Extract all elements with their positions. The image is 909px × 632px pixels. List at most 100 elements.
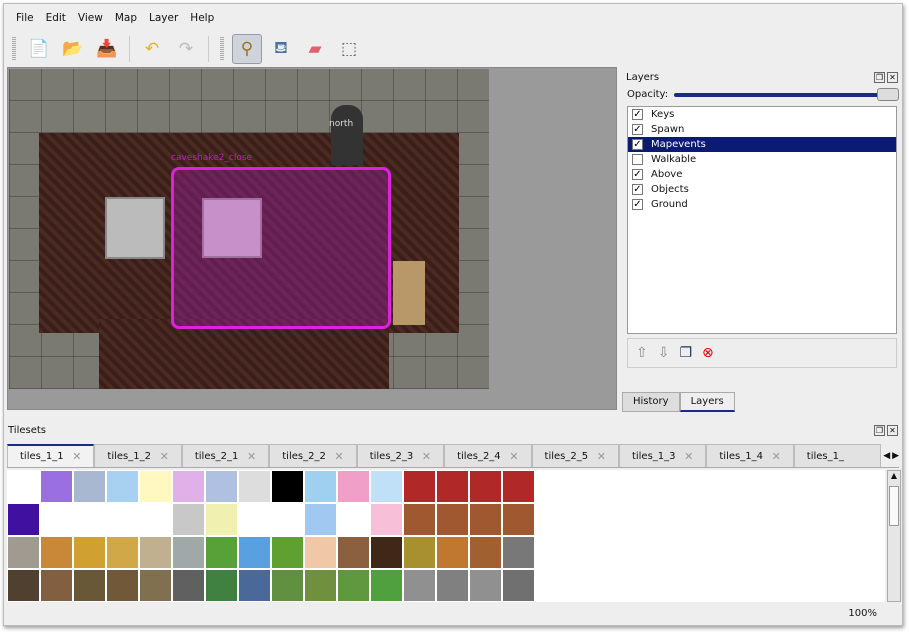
selected-object[interactable] [171,167,391,329]
tile[interactable] [304,503,337,536]
tileset-tab[interactable]: tiles_1_3 ✕ [618,444,707,467]
tile[interactable] [502,569,535,602]
tile[interactable] [139,569,172,602]
float-icon[interactable]: ❐ [874,424,885,436]
tile[interactable] [205,569,238,602]
tileset-view[interactable] [7,470,885,602]
tile[interactable] [7,470,40,503]
tileset-tab[interactable]: tiles_2_4 ✕ [444,444,532,467]
tile[interactable] [139,470,172,503]
tile[interactable] [502,470,535,503]
tile[interactable] [238,536,271,569]
menu-file[interactable]: File [16,12,34,24]
visibility-checkbox[interactable]: ✓ [632,199,643,210]
visibility-checkbox[interactable]: ✓ [632,139,643,150]
tile[interactable] [73,503,106,536]
tile[interactable] [502,536,535,569]
tile[interactable] [370,536,403,569]
close-tab-icon[interactable]: ✕ [159,449,169,463]
visibility-checkbox[interactable]: ✓ [632,169,643,180]
tileset-tab[interactable]: tiles_2_3 ✕ [356,444,445,467]
layer-row[interactable]: ✓ Objects [628,182,896,197]
tile[interactable] [271,536,304,569]
layer-row[interactable]: ✓ Keys [628,107,896,122]
tile[interactable] [106,503,139,536]
move-layer-up-icon[interactable]: ⇧ [636,345,648,361]
close-tab-icon[interactable]: ✕ [509,449,519,463]
tile[interactable] [172,470,205,503]
tile[interactable] [172,536,205,569]
bucket-fill-button[interactable]: ⛾ [266,34,296,64]
stamp-brush-button[interactable]: ⚲ [232,34,262,64]
tileset-tab[interactable]: tiles_2_2 ✕ [269,444,357,467]
toolbar-grip[interactable] [12,37,16,61]
eraser-button[interactable]: ▰ [300,34,330,64]
tile[interactable] [106,536,139,569]
toolbar-grip[interactable] [220,37,224,61]
tile[interactable] [271,470,304,503]
layer-row[interactable]: ✓ Mapevents [628,137,896,152]
tab-history[interactable]: History [622,392,680,412]
tileset-tab[interactable]: tiles_1_ [793,444,882,467]
tile[interactable] [238,569,271,602]
scroll-right-icon[interactable]: ▶ [892,450,900,461]
tile[interactable] [73,470,106,503]
close-tab-icon[interactable]: ✕ [771,449,781,463]
tile[interactable] [337,470,370,503]
tile[interactable] [403,536,436,569]
tile[interactable] [469,470,502,503]
move-layer-down-icon[interactable]: ⇩ [657,345,670,361]
tile[interactable] [238,503,271,536]
close-tab-icon[interactable]: ✕ [421,449,432,463]
tile[interactable] [337,569,370,602]
rect-select-button[interactable]: ⬚ [334,34,364,64]
layer-row[interactable]: Walkable [628,152,896,167]
tile[interactable] [271,503,304,536]
tileset-tab[interactable]: tiles_1_4 ✕ [706,444,794,467]
menu-view[interactable]: View [77,12,103,24]
tile[interactable] [73,536,106,569]
tile[interactable] [304,536,337,569]
tile[interactable] [172,569,205,602]
tile[interactable] [304,470,337,503]
save-button[interactable]: 📥 [92,34,122,64]
tile[interactable] [7,503,40,536]
tile[interactable] [337,503,370,536]
tile[interactable] [106,569,139,602]
tile[interactable] [436,536,469,569]
tile[interactable] [337,536,370,569]
tile[interactable] [40,569,73,602]
tile[interactable] [73,569,106,602]
float-icon[interactable]: ❐ [874,71,885,83]
tileset-tab[interactable]: tiles_1_2 ✕ [94,444,182,467]
tile[interactable] [40,536,73,569]
tile[interactable] [469,569,502,602]
delete-layer-icon[interactable]: ⊗ [702,345,714,361]
tile[interactable] [271,569,304,602]
visibility-checkbox[interactable]: ✓ [632,109,643,120]
map-canvas[interactable]: north caveshake2_close [9,69,489,389]
tile[interactable] [403,569,436,602]
tile[interactable] [370,470,403,503]
menu-layer[interactable]: Layer [149,12,179,24]
tile[interactable] [403,503,436,536]
tile[interactable] [106,470,139,503]
tile[interactable] [304,569,337,602]
close-icon[interactable]: ✕ [887,424,898,436]
tile[interactable] [469,536,502,569]
tile[interactable] [40,503,73,536]
redo-button[interactable]: ↷ [171,34,201,64]
duplicate-layer-icon[interactable]: ❐ [679,345,693,361]
layer-row[interactable]: ✓ Above [628,167,896,182]
opacity-slider[interactable] [674,87,899,101]
tile[interactable] [40,470,73,503]
close-tab-icon[interactable]: ✕ [334,449,344,463]
tile[interactable] [238,470,271,503]
menu-edit[interactable]: Edit [45,12,66,24]
menu-map[interactable]: Map [114,12,138,24]
layer-row[interactable]: ✓ Spawn [628,122,896,137]
menu-help[interactable]: Help [190,12,215,24]
tile[interactable] [436,569,469,602]
visibility-checkbox[interactable]: ✓ [632,124,643,135]
close-tab-icon[interactable]: ✕ [72,450,82,463]
